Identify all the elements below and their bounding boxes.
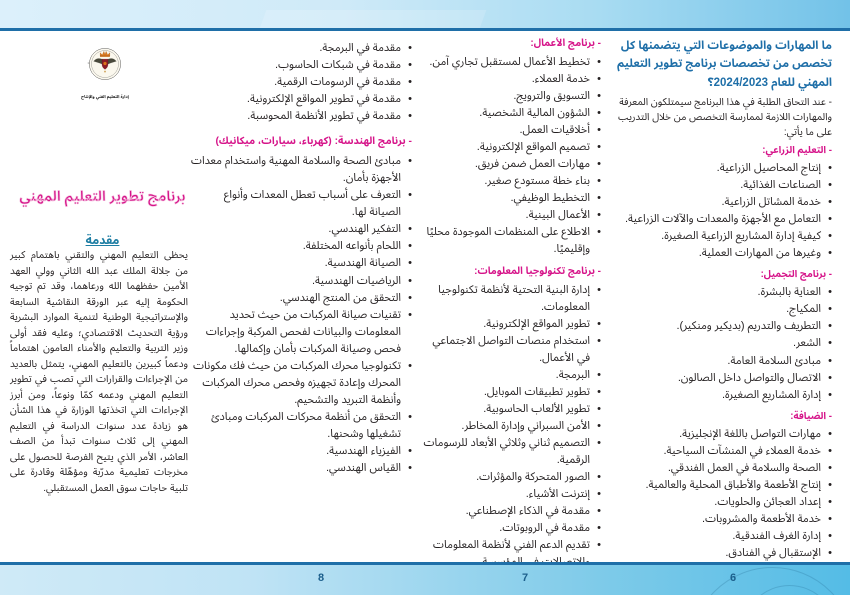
svg-text:المملكة الاردنية الهاشمية: المملكة الاردنية الهاشمية	[78, 37, 90, 64]
